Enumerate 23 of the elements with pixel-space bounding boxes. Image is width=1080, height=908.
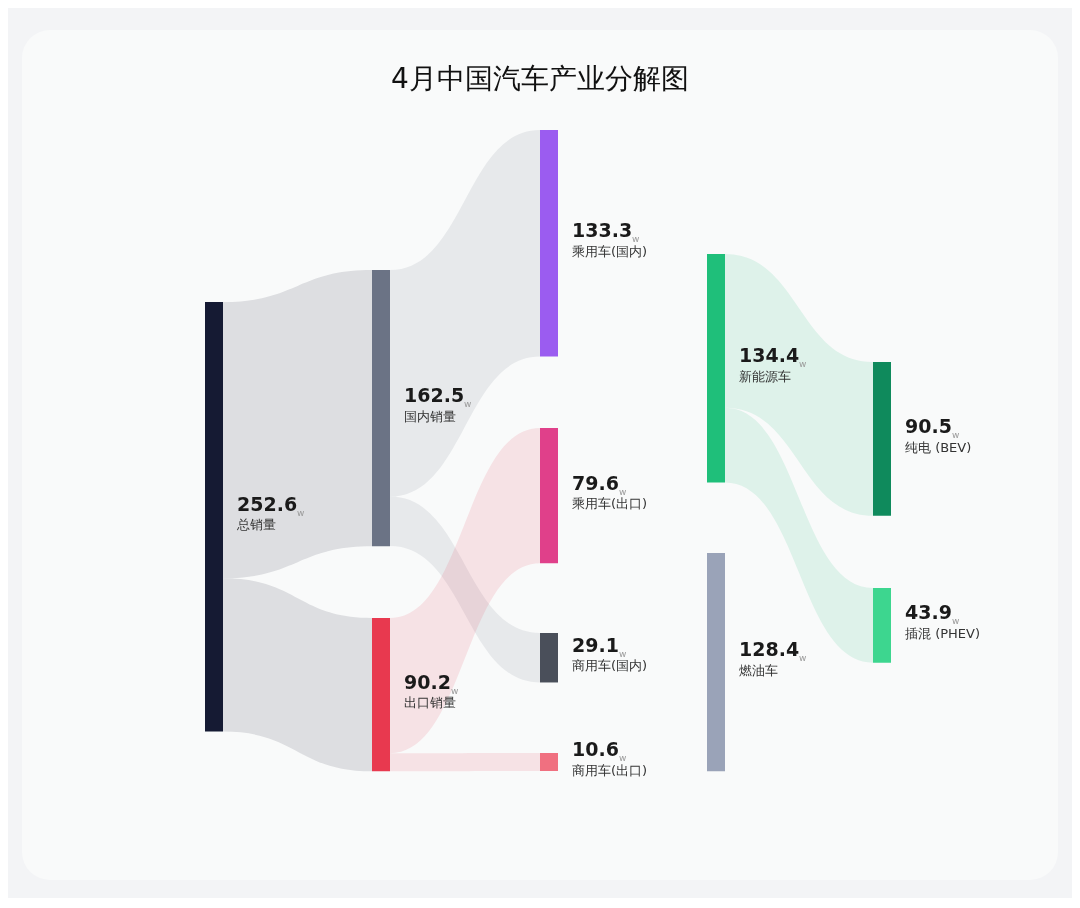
data-label: 128.4$_{w}$: [739, 638, 807, 663]
data-label: 79.6$_{w}$: [572, 471, 627, 497]
data-label: 90.2$_{w}$: [404, 670, 459, 696]
data-label: 162.5$_{w}$: [404, 384, 472, 409]
category-label: 商用车(国内): [572, 658, 648, 674]
category-label: 国内销量: [404, 408, 457, 425]
category-label: 出口销量: [404, 695, 457, 711]
category-label: 燃油车: [739, 662, 779, 679]
category-label: 插混 (PHEV): [905, 626, 980, 642]
data-label: 10.6$_{w}$: [572, 738, 627, 763]
data-label: 252.6$_{w}$: [237, 492, 305, 518]
data-label: 90.5$_{w}$: [905, 414, 960, 440]
text: 4月中国汽车产业分解图: [390, 61, 690, 97]
category-label: 总销量: [237, 517, 277, 533]
data-label: 134.4$_{w}$: [739, 344, 807, 370]
data-label: 133.3$_{w}$: [572, 219, 640, 245]
data-label: 29.1$_{w}$: [572, 633, 627, 659]
category-label: 纯电 (BEV): [905, 439, 972, 455]
category-label: 乘用车(出口): [572, 496, 648, 512]
category-label: 商用车(出口): [572, 762, 648, 778]
data-label: 43.9$_{w}$: [905, 601, 960, 627]
category-label: 新能源车: [739, 368, 792, 385]
category-label: 乘用车(国内): [572, 243, 648, 260]
